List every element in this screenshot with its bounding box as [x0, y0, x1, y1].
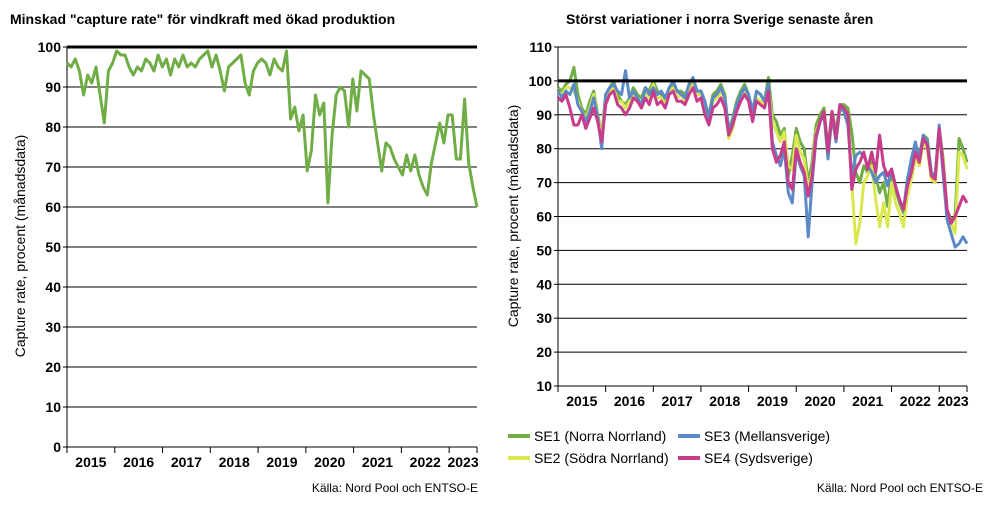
legend-item-se1: SE1 (Norra Norrland): [508, 428, 666, 444]
legend-label-se3: SE3 (Mellansverige): [704, 428, 831, 444]
y-tick-label: 80: [45, 119, 61, 135]
x-tick-label: 2017: [662, 393, 693, 409]
legend-label-se2: SE2 (Södra Norrland): [534, 450, 669, 466]
x-tick-label: 2019: [757, 393, 788, 409]
x-tick-label: 2015: [75, 454, 106, 470]
y-tick-label: 20: [536, 344, 552, 360]
x-tick-label: 2018: [219, 454, 250, 470]
y-tick-label: 80: [536, 141, 552, 157]
right-chart-source: Källa: Nord Pool och ENTSO-E: [816, 481, 983, 495]
legend-swatch-se3: [678, 434, 700, 438]
legend-item-se2: SE2 (Södra Norrland): [508, 450, 669, 466]
x-tick-label: 2017: [171, 454, 202, 470]
y-tick-label: 70: [536, 175, 552, 191]
left-chart-panel: Minskad "capture rate" för vindkraft med…: [0, 0, 500, 505]
y-tick-label: 70: [45, 159, 61, 175]
y-tick-label: 30: [536, 310, 552, 326]
y-tick-label: 90: [536, 107, 552, 123]
y-tick-label: 30: [45, 319, 61, 335]
y-tick-label: 50: [45, 239, 61, 255]
y-tick-label: 10: [536, 378, 552, 394]
legend-swatch-se2: [508, 456, 530, 460]
x-tick-label: 2016: [614, 393, 645, 409]
legend-swatch-se4: [678, 456, 700, 460]
y-tick-label: 100: [529, 73, 553, 89]
x-tick-label: 2020: [314, 454, 345, 470]
y-tick-label: 60: [45, 199, 61, 215]
y-tick-label: 110: [529, 39, 552, 55]
series-line-1: [558, 82, 969, 246]
right-chart-panel: Störst variationer i norra Sverige senas…: [500, 0, 1001, 505]
y-tick-label: 90: [45, 79, 61, 95]
legend-swatch-se1: [508, 434, 530, 438]
right-chart-plot: 10 20 30 40 50 60 70 80 90 100 110 2015 2016 2017 2018…: [529, 39, 969, 409]
y-tick-label: 50: [536, 242, 552, 258]
series-line-3: [557, 86, 969, 225]
left-chart-plot: 0 10 20 30 40 50 60 70 80 90 100 2015 2016 2017 2018 20…: [38, 39, 479, 470]
x-tick-label: 2021: [362, 454, 393, 470]
x-tick-label: 2022: [900, 393, 931, 409]
x-tick-label: 2022: [410, 454, 441, 470]
y-tick-label: 100: [38, 39, 62, 55]
x-tick-label: 2019: [266, 454, 297, 470]
legend-item-se4: SE4 (Sydsverige): [678, 450, 813, 466]
y-tick-label: 10: [45, 399, 61, 415]
x-tick-label: 2018: [709, 393, 740, 409]
y-tick-label: 60: [536, 209, 552, 225]
y-tick-label: 40: [536, 276, 552, 292]
legend-label-se4: SE4 (Sydsverige): [704, 450, 813, 466]
y-tick-label: 40: [45, 279, 61, 295]
y-tick-label: 0: [53, 439, 61, 455]
x-tick-label: 2020: [804, 393, 835, 409]
right-chart-title: Störst variationer i norra Sverige senas…: [566, 11, 874, 27]
x-tick-label: 2015: [566, 393, 597, 409]
x-tick-label: 2016: [123, 454, 154, 470]
x-tick-label: 2023: [447, 454, 478, 470]
left-chart-source: Källa: Nord Pool och ENTSO-E: [311, 481, 478, 495]
legend-item-se3: SE3 (Mellansverige): [678, 428, 830, 444]
legend-label-se1: SE1 (Norra Norrland): [534, 428, 667, 444]
series-line-0: [65, 49, 479, 208]
x-tick-label: 2021: [852, 393, 883, 409]
x-tick-label: 2023: [938, 393, 969, 409]
y-tick-label: 20: [45, 359, 61, 375]
left-chart-title: Minskad "capture rate" för vindkraft med…: [10, 11, 396, 27]
